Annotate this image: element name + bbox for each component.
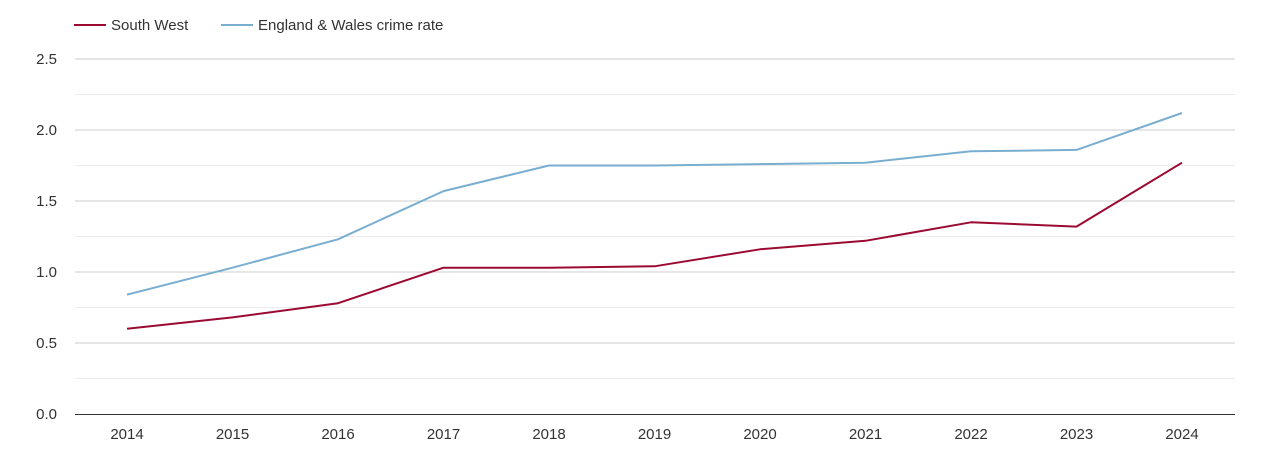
- grid-lines: [75, 58, 1235, 379]
- legend-label: England & Wales crime rate: [258, 17, 443, 34]
- x-tick-label: 2019: [638, 426, 671, 443]
- series-line-england-wales: [126, 112, 1183, 296]
- x-tick-label: 2022: [954, 426, 987, 443]
- y-tick-label: 0.0: [36, 406, 57, 423]
- x-tick-label: 2016: [321, 426, 354, 443]
- y-tick-label: 1.5: [36, 193, 57, 210]
- y-tick-label: 1.0: [36, 264, 57, 281]
- x-tick-label: 2020: [743, 426, 776, 443]
- legend[interactable]: South West England & Wales crime rate: [74, 17, 443, 34]
- legend-label: South West: [111, 17, 189, 34]
- x-tick-label: 2014: [110, 426, 143, 443]
- y-tick-label: 2.0: [36, 122, 57, 139]
- x-tick-label: 2023: [1060, 426, 1093, 443]
- y-tick-label: 0.5: [36, 335, 57, 352]
- x-tick-label: 2017: [427, 426, 460, 443]
- y-tick-label: 2.5: [36, 51, 57, 68]
- x-tick-label: 2024: [1165, 426, 1198, 443]
- axes: 0.0 0.5 1.0 1.5 2.0 2.5 2014 2015 2016 2017 2018 20…: [36, 51, 1235, 443]
- series-line-south-west: [126, 161, 1183, 330]
- legend-item-england-wales[interactable]: England & Wales crime rate: [221, 17, 443, 34]
- legend-item-south-west[interactable]: South West: [74, 17, 189, 34]
- x-tick-label: 2018: [532, 426, 565, 443]
- x-tick-label: 2021: [849, 426, 882, 443]
- series-lines: [126, 112, 1183, 330]
- x-tick-label: 2015: [216, 426, 249, 443]
